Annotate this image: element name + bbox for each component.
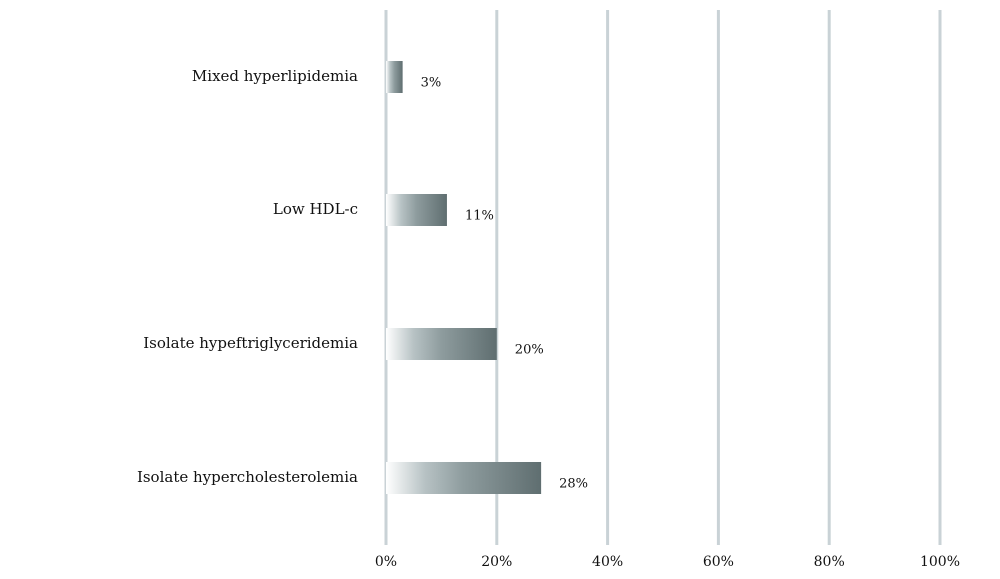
bar [386,328,497,360]
data-label: 28% [559,477,588,492]
y-tick-label: Isolate hypercholesterolemia [137,468,358,486]
y-tick-label: Low HDL-c [273,200,358,218]
data-label: 11% [465,209,494,224]
bar [386,61,403,93]
x-tick-label: 0% [375,554,397,570]
x-tick-label: 80% [814,554,845,570]
y-tick-label: Isolate hypeftriglyceridemia [143,334,358,352]
bar [386,194,447,226]
x-tick-label: 60% [703,554,734,570]
x-tick-label: 40% [592,554,623,570]
data-label: 3% [421,76,442,91]
bar [386,462,542,494]
y-tick-label: Mixed hyperlipidemia [192,67,358,85]
x-tick-label: 100% [920,554,960,570]
data-label: 20% [515,343,544,358]
x-tick-label: 20% [481,554,512,570]
